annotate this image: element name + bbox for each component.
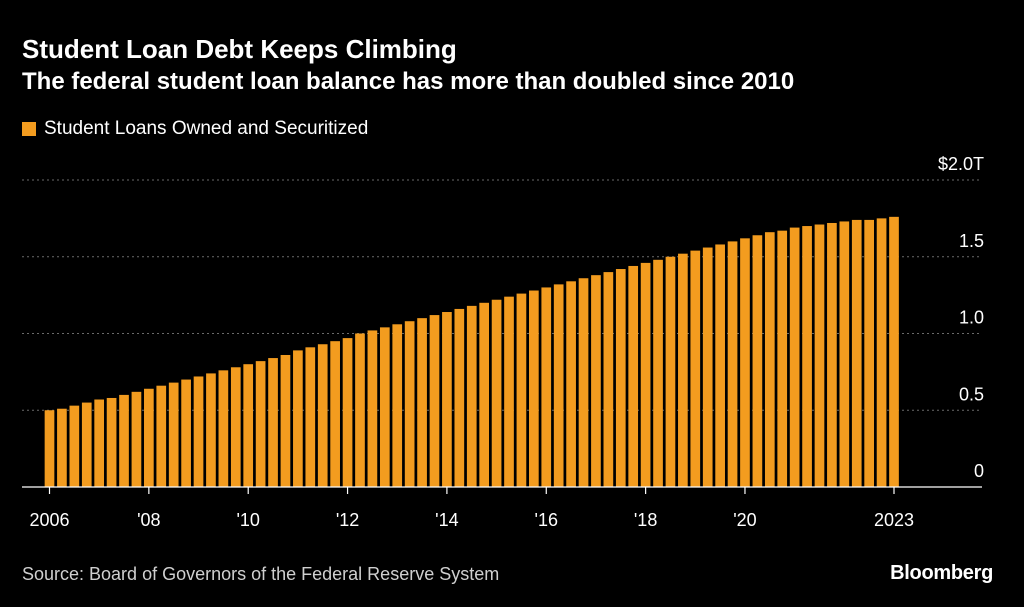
bar: [379, 327, 390, 487]
bar: [640, 262, 651, 487]
bar: [889, 216, 899, 487]
bar: [367, 330, 378, 487]
bar: [442, 312, 452, 487]
x-tick-label: '20: [733, 510, 756, 530]
bar: [293, 350, 303, 487]
chart-title: Student Loan Debt Keeps Climbing: [22, 34, 457, 64]
bar: [181, 379, 191, 487]
bar: [69, 405, 80, 487]
bar: [218, 370, 229, 487]
bar: [851, 219, 862, 487]
bar: [355, 333, 365, 487]
bar: [81, 402, 92, 487]
bar: [827, 222, 837, 488]
bar: [255, 361, 266, 487]
bar: [305, 347, 316, 487]
bar: [516, 293, 527, 487]
y-tick-label: $2.0T: [938, 154, 984, 174]
bar: [529, 290, 539, 487]
legend: Student Loans Owned and Securitized: [22, 118, 368, 140]
bar: [491, 299, 502, 487]
bar: [752, 235, 763, 487]
bar: [702, 247, 713, 487]
x-tick-label: '12: [336, 510, 359, 530]
bar: [678, 253, 688, 487]
bloomberg-logo: Bloomberg: [890, 562, 993, 584]
bar: [553, 284, 564, 487]
bar: [131, 391, 142, 487]
bar: [206, 373, 216, 487]
bar: [156, 385, 167, 487]
bar: [591, 275, 601, 487]
x-tick-label: '18: [634, 510, 657, 530]
bar: [342, 338, 353, 487]
y-tick-label: 1.0: [959, 308, 984, 328]
bar: [317, 344, 328, 487]
bar: [193, 376, 204, 487]
x-tick-label: '14: [435, 510, 458, 530]
bar: [777, 230, 788, 487]
bar: [764, 232, 775, 487]
x-tick-label: '08: [137, 510, 160, 530]
bar: [690, 250, 701, 487]
x-tick-label: 2023: [874, 510, 914, 530]
bar: [268, 358, 278, 487]
bar: [864, 219, 875, 487]
bar: [740, 238, 750, 487]
bar: [541, 287, 552, 487]
bar: [839, 221, 850, 487]
legend-label: Student Loans Owned and Securitized: [44, 118, 369, 139]
source-note: Source: Board of Governors of the Federa…: [22, 564, 500, 584]
bar: [876, 218, 887, 487]
bar: [94, 399, 105, 487]
bar: [44, 410, 55, 487]
bar: [417, 318, 427, 487]
y-tick-label: 0.5: [959, 384, 984, 404]
chart-subtitle: The federal student loan balance has mor…: [22, 68, 795, 95]
bar: [106, 397, 117, 487]
bar: [603, 272, 614, 487]
legend-swatch: [22, 122, 36, 136]
y-tick-label: 1.5: [959, 231, 984, 251]
bar: [144, 388, 154, 487]
bar: [330, 341, 340, 487]
bar: [57, 408, 67, 487]
bar: [789, 227, 800, 487]
bar: [454, 308, 465, 487]
bar: [243, 364, 254, 487]
y-tick-label: 0: [974, 461, 984, 481]
bar: [479, 302, 490, 487]
bar: [715, 244, 725, 487]
x-tick-label: 2006: [29, 510, 69, 530]
bar: [802, 226, 812, 488]
bar: [727, 241, 738, 487]
bar: [628, 265, 639, 487]
bar: [615, 269, 626, 487]
bar: [814, 224, 825, 487]
bar: [404, 321, 415, 487]
bar: [119, 394, 129, 487]
bar: [280, 354, 291, 487]
bar: [429, 315, 440, 487]
bar: [230, 367, 241, 487]
bar: [566, 281, 576, 487]
bar: [653, 259, 663, 487]
bar: [392, 324, 403, 487]
bar: [466, 305, 477, 487]
x-tick-label: '10: [236, 510, 259, 530]
bar: [665, 256, 676, 487]
bar: [504, 296, 514, 487]
bar: [578, 278, 589, 487]
bar: [168, 382, 179, 487]
x-tick-label: '16: [535, 510, 558, 530]
